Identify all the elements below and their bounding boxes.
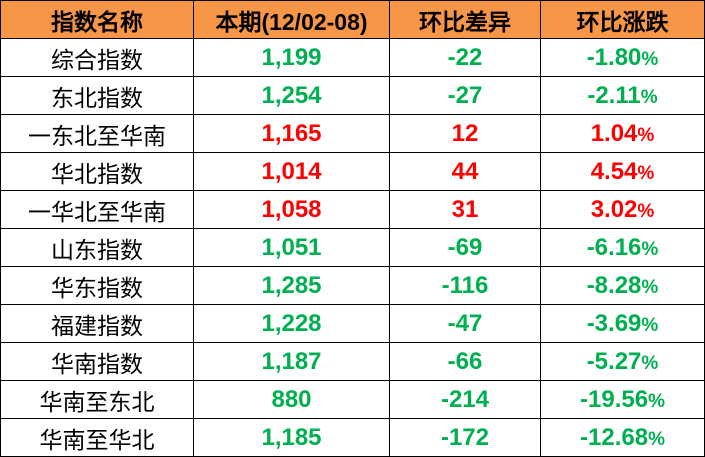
change-value: -5.27% — [540, 342, 705, 381]
current-value: 1,285 — [193, 266, 390, 305]
index-name: 东北指数 — [0, 76, 194, 115]
diff-value: -22 — [389, 38, 541, 77]
change-value: -1.80% — [540, 38, 705, 77]
change-value: -3.69% — [540, 304, 705, 343]
diff-value: 31 — [389, 190, 541, 229]
table-row: 一华北至华南 1,058 31 3.02% — [0, 190, 705, 229]
change-number: 3.02 — [590, 195, 638, 223]
change-number: -19.56 — [580, 385, 649, 413]
change-number: 4.54 — [590, 157, 638, 185]
change-number: -8.28 — [586, 271, 642, 299]
diff-value: -69 — [389, 228, 541, 267]
change-number: 1.04 — [590, 119, 638, 147]
change-number: -2.11 — [587, 81, 641, 109]
table-row: 东北指数 1,254 -27 -2.11% — [0, 76, 705, 115]
change-value: -19.56% — [540, 380, 705, 419]
table-row: 一东北至华南 1,165 12 1.04% — [0, 114, 705, 153]
index-name: 华南至东北 — [0, 380, 194, 419]
current-value: 1,228 — [193, 304, 390, 343]
header-change: 环比涨跌 — [540, 0, 705, 39]
change-value: -8.28% — [540, 266, 705, 305]
header-index-name: 指数名称 — [0, 0, 194, 39]
diff-value: -116 — [389, 266, 541, 305]
table-row: 华北指数 1,014 44 4.54% — [0, 152, 705, 191]
percent-sign: % — [641, 314, 659, 336]
table-row: 华南至华北 1,185 -172 -12.68% — [0, 418, 705, 457]
change-number: -5.27 — [586, 347, 642, 375]
index-name: 华东指数 — [0, 266, 194, 305]
current-value: 1,254 — [193, 76, 390, 115]
index-name: 华南指数 — [0, 342, 194, 381]
diff-value: 12 — [389, 114, 541, 153]
percent-sign: % — [640, 86, 658, 108]
percent-sign: % — [648, 390, 665, 412]
current-value: 1,165 — [193, 114, 390, 153]
change-value: -2.11% — [540, 76, 705, 115]
percent-sign: % — [641, 352, 659, 374]
change-value: 3.02% — [540, 190, 705, 229]
diff-value: -214 — [389, 380, 541, 419]
header-row: 指数名称 本期(12/02-08) 环比差异 环比涨跌 — [0, 0, 705, 39]
diff-value: -172 — [389, 418, 541, 457]
index-name: 华南至华北 — [0, 418, 194, 457]
table-row: 山东指数 1,051 -69 -6.16% — [0, 228, 705, 267]
change-value: 4.54% — [540, 152, 705, 191]
diff-value: -27 — [389, 76, 541, 115]
diff-value: -47 — [389, 304, 541, 343]
current-value: 880 — [193, 380, 390, 419]
percent-sign: % — [641, 238, 659, 260]
index-name: 一东北至华南 — [0, 114, 194, 153]
index-name: 福建指数 — [0, 304, 194, 343]
change-number: -6.16 — [586, 233, 642, 261]
header-current-period: 本期(12/02-08) — [193, 0, 390, 39]
diff-value: 44 — [389, 152, 541, 191]
header-diff: 环比差异 — [389, 0, 541, 39]
index-name: 华北指数 — [0, 152, 194, 191]
current-value: 1,014 — [193, 152, 390, 191]
index-name: 山东指数 — [0, 228, 194, 267]
change-value: -12.68% — [540, 418, 705, 457]
current-value: 1,185 — [193, 418, 390, 457]
change-number: -3.69 — [586, 309, 642, 337]
change-value: -6.16% — [540, 228, 705, 267]
change-value: 1.04% — [540, 114, 705, 153]
percent-sign: % — [637, 162, 655, 184]
table-row: 综合指数 1,199 -22 -1.80% — [0, 38, 705, 77]
table-row: 华南指数 1,187 -66 -5.27% — [0, 342, 705, 381]
current-value: 1,187 — [193, 342, 390, 381]
change-number: -12.68 — [580, 423, 649, 451]
percent-sign: % — [641, 276, 659, 298]
change-number: -1.80 — [586, 43, 642, 71]
percent-sign: % — [641, 48, 659, 70]
current-value: 1,199 — [193, 38, 390, 77]
index-name: 综合指数 — [0, 38, 194, 77]
table-row: 福建指数 1,228 -47 -3.69% — [0, 304, 705, 343]
table-row: 华东指数 1,285 -116 -8.28% — [0, 266, 705, 305]
current-value: 1,051 — [193, 228, 390, 267]
current-value: 1,058 — [193, 190, 390, 229]
percent-sign: % — [648, 428, 665, 450]
table-row: 华南至东北 880 -214 -19.56% — [0, 380, 705, 419]
diff-value: -66 — [389, 342, 541, 381]
index-name: 一华北至华南 — [0, 190, 194, 229]
percent-sign: % — [637, 124, 655, 146]
percent-sign: % — [637, 200, 655, 222]
